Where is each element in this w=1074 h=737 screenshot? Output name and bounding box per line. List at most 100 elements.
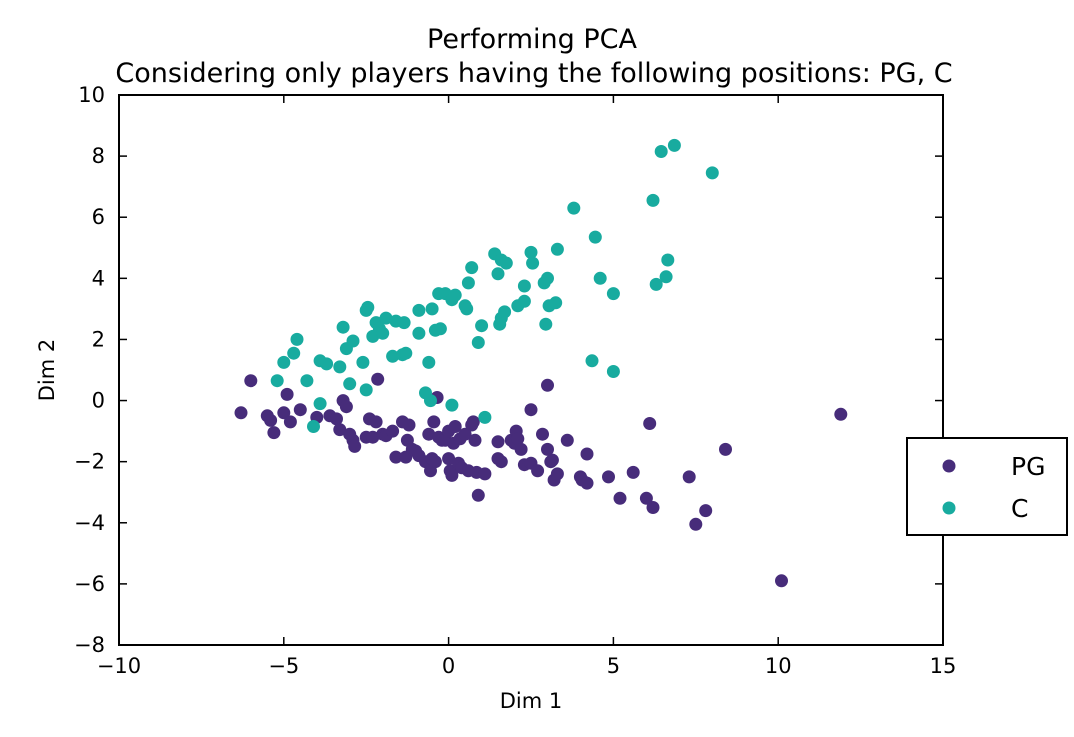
c-point [606,287,620,301]
y-tick-label: 8 [92,144,105,168]
pg-point [386,424,400,438]
pg-point [580,476,594,490]
c-point [320,357,334,371]
pg-point [536,427,549,441]
pg-point [682,470,696,484]
x-axis-label: Dim 1 [500,689,563,713]
pg-point [267,426,281,440]
c-point [585,354,599,368]
c-point [649,277,663,291]
pg-point [541,378,554,392]
axis-ticks: −10 −5 0 5 10 15 −8 −6 −4 −2 0 2 4 6 8 10 [74,83,956,678]
x-tick-label: −5 [268,654,299,678]
pg-point [511,432,525,446]
pg-point [639,491,653,505]
pg-point [371,372,385,386]
y-tick-label: 2 [92,327,105,351]
pg-point [689,517,703,531]
pg-point [545,453,559,467]
c-point [491,267,505,281]
c-point [588,230,602,244]
pg-point [626,465,640,479]
legend-marker-pg [942,459,956,473]
c-point [412,326,426,340]
pg-point [330,412,343,426]
c-point [475,319,489,333]
pg-point [283,415,297,429]
pg-point [524,403,538,417]
c-point [541,271,554,285]
c-point [307,420,320,433]
pg-point [560,433,574,447]
c-point [499,256,513,270]
c-point [433,322,447,336]
pg-point [514,442,528,456]
c-point [539,317,553,331]
x-tick-label: 0 [442,654,455,678]
c-point [270,374,284,388]
y-tick-label: 4 [92,266,105,290]
c-point [379,311,393,325]
c-point [336,320,350,334]
pg-point [775,574,788,588]
c-point [356,355,370,369]
legend: PG C [906,437,1068,536]
x-tick-label: 10 [765,654,792,678]
pg-point [643,417,657,430]
c-point [471,336,485,349]
chart-subtitle: Considering only players having the foll… [115,58,952,89]
pg-point [445,468,459,482]
pg-point [613,491,627,505]
pg-point [366,430,380,444]
c-point [376,326,390,340]
pg-point [719,442,732,456]
c-point [661,253,675,267]
x-tick-label: −10 [97,654,141,678]
chart-title: Performing PCA [427,24,637,55]
pg-point [834,407,848,421]
c-point [526,256,540,270]
c-point [346,334,360,348]
c-point [517,279,531,293]
y-tick-label: −4 [74,511,105,535]
pg-point [339,400,353,414]
c-point [654,145,668,158]
c-point [478,410,492,424]
pg-point [244,374,258,388]
data-points [234,138,848,588]
c-point [659,270,673,284]
c-point [313,397,327,411]
c-point [517,294,531,308]
pg-point [234,406,248,420]
c-point [445,398,459,412]
legend-label-c: C [1011,494,1028,523]
pg-point [531,464,545,478]
y-tick-label: 6 [92,205,105,229]
pg-point [468,433,482,447]
pg-point [541,442,554,456]
c-point [567,201,581,215]
c-point [646,193,660,207]
pg-point [427,415,441,429]
pg-point [646,501,660,514]
c-point [593,271,607,285]
pg-point [471,488,485,502]
y-tick-label: −8 [74,633,105,657]
pg-point [494,455,508,469]
pg-point [402,418,416,432]
c-point [606,365,620,378]
pg-point [478,467,492,481]
c-point [277,355,291,369]
y-tick-label: 0 [92,389,105,413]
x-tick-label: 5 [607,654,620,678]
c-point [448,288,462,302]
pg-point [491,435,505,449]
c-point [412,303,426,317]
c-point [461,276,475,290]
y-axis-label: Dim 2 [35,339,59,402]
x-tick-label: 15 [930,654,957,678]
c-point [300,374,314,388]
pg-point [333,423,347,437]
legend-frame [906,437,1068,536]
c-point [359,383,373,397]
